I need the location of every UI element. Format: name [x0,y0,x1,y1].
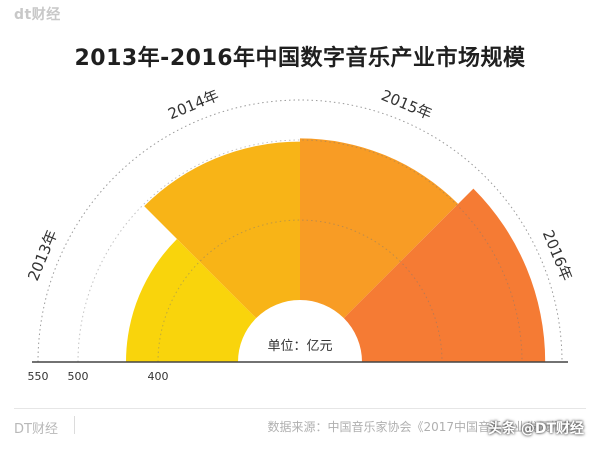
brand-logo: dt财经 [14,7,61,23]
sector-3 [300,138,459,319]
ring-500 [77,139,523,363]
ring-400 [157,219,443,363]
sector-2 [144,141,300,319]
sector-4 [343,188,546,362]
data-source: 数据来源：中国音乐家协会《2017中国音乐产业发展报告》 [267,420,586,434]
radial-tick-labels: 400 500 550 [28,370,169,383]
unit-label: 单位：亿元 [267,339,332,354]
chart-title: 2013年-2016年中国数字音乐产业市场规模 [74,46,526,71]
category-label-3: 2015年 [379,86,435,123]
tick-label-500: 500 [68,370,89,383]
watermark: 头条 @DT财经 [487,421,584,437]
tick-label-550: 550 [28,370,49,383]
category-label-2: 2014年 [165,86,221,123]
ring-550 [37,99,563,363]
footer-separator [74,416,75,434]
footer-brand: DT财经 [14,422,58,437]
chart-sectors [126,138,546,362]
category-label-4: 2016年 [539,227,576,283]
footer-divider-line [14,408,586,409]
sector-1 [126,238,257,362]
chart-rings [37,99,563,363]
tick-label-400: 400 [148,370,169,383]
category-label-1: 2013年 [24,227,61,283]
